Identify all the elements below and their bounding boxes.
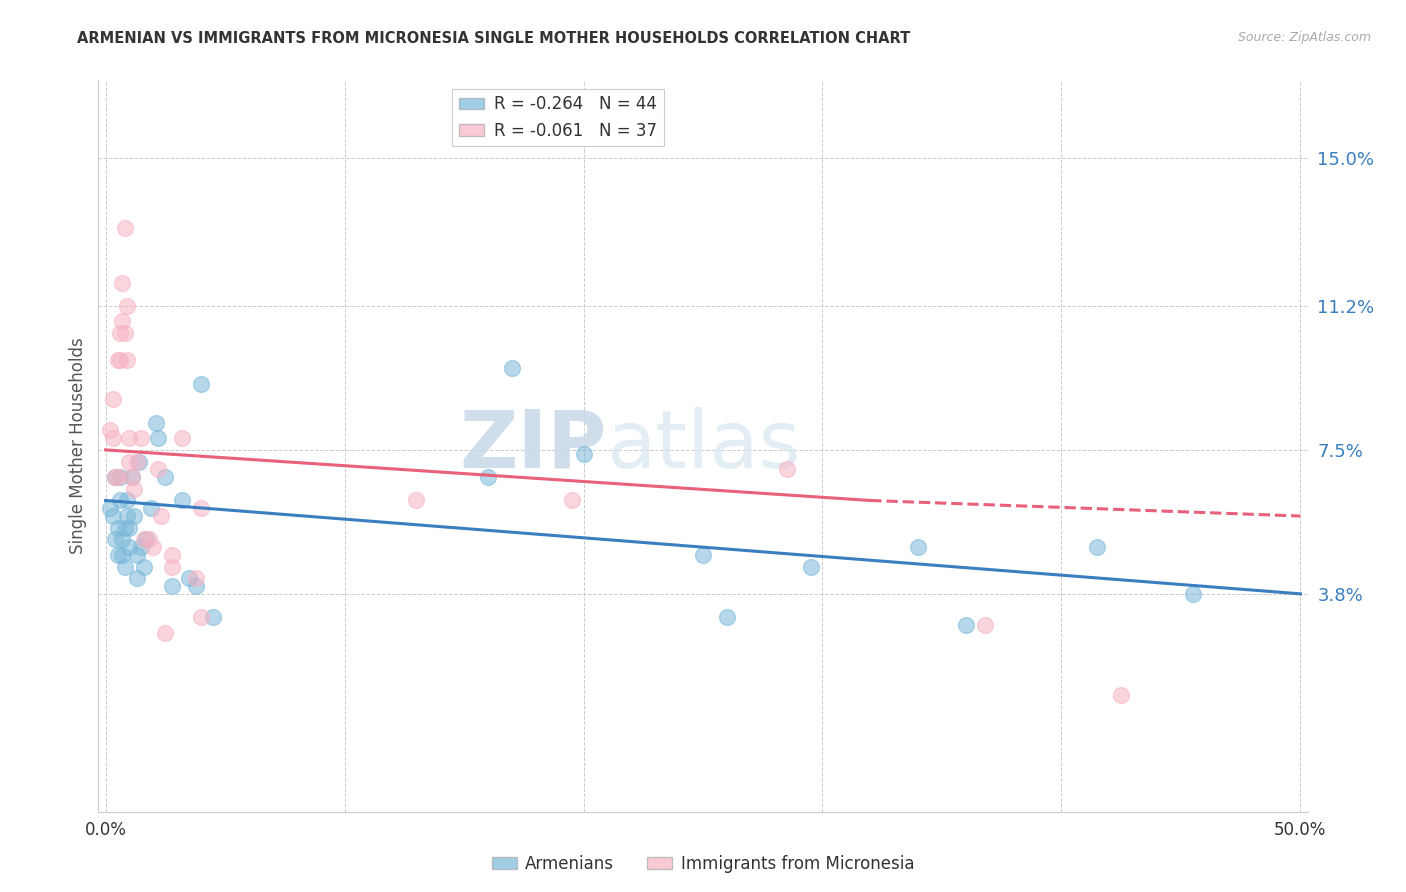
Point: [775, 462, 797, 476]
Legend: R = -0.264   N = 44, R = -0.061   N = 37: R = -0.264 N = 44, R = -0.061 N = 37: [453, 88, 664, 146]
Point: [572, 447, 595, 461]
Text: Source: ZipAtlas.com: Source: ZipAtlas.com: [1237, 31, 1371, 45]
Point: [799, 559, 821, 574]
Point: [202, 610, 225, 624]
Point: [114, 559, 136, 574]
Point: [162, 548, 184, 562]
Point: [716, 610, 738, 624]
Point: [501, 361, 523, 376]
Point: [115, 509, 138, 524]
Point: [108, 470, 131, 484]
Point: [186, 571, 208, 585]
Point: [125, 454, 148, 468]
Point: [145, 416, 167, 430]
Point: [405, 493, 427, 508]
Point: [107, 548, 129, 562]
Point: [186, 579, 208, 593]
Point: [104, 470, 127, 484]
Point: [118, 431, 141, 445]
Point: [108, 493, 131, 508]
Point: [132, 533, 155, 547]
Point: [108, 326, 131, 341]
Text: atlas: atlas: [606, 407, 800, 485]
Point: [190, 501, 212, 516]
Point: [1181, 587, 1204, 601]
Point: [115, 493, 138, 508]
Point: [114, 221, 136, 235]
Point: [135, 533, 157, 547]
Point: [111, 276, 134, 290]
Point: [139, 501, 162, 516]
Point: [907, 540, 929, 554]
Point: [107, 353, 129, 368]
Point: [122, 509, 145, 524]
Point: [955, 618, 977, 632]
Legend: Armenians, Immigrants from Micronesia: Armenians, Immigrants from Micronesia: [485, 848, 921, 880]
Point: [146, 431, 169, 445]
Text: ZIP: ZIP: [458, 407, 606, 485]
Point: [114, 326, 136, 341]
Point: [104, 470, 127, 484]
Point: [125, 571, 148, 585]
Point: [111, 548, 134, 562]
Point: [107, 470, 129, 484]
Point: [115, 299, 138, 313]
Point: [121, 470, 143, 484]
Point: [692, 548, 714, 562]
Point: [477, 470, 499, 484]
Point: [98, 501, 121, 516]
Point: [170, 493, 193, 508]
Point: [121, 470, 143, 484]
Point: [122, 482, 145, 496]
Point: [101, 509, 124, 524]
Y-axis label: Single Mother Households: Single Mother Households: [69, 338, 87, 554]
Point: [146, 462, 169, 476]
Point: [118, 521, 141, 535]
Point: [101, 431, 124, 445]
Point: [115, 353, 138, 368]
Point: [132, 559, 155, 574]
Point: [125, 548, 148, 562]
Point: [179, 571, 201, 585]
Point: [107, 521, 129, 535]
Point: [162, 559, 184, 574]
Point: [142, 540, 165, 554]
Point: [149, 509, 172, 524]
Point: [111, 533, 134, 547]
Point: [128, 454, 150, 468]
Point: [190, 610, 212, 624]
Point: [98, 424, 121, 438]
Point: [561, 493, 583, 508]
Point: [155, 625, 177, 640]
Point: [974, 618, 997, 632]
Point: [170, 431, 193, 445]
Point: [138, 533, 160, 547]
Point: [118, 454, 141, 468]
Point: [104, 533, 127, 547]
Point: [1085, 540, 1108, 554]
Point: [111, 314, 134, 328]
Point: [108, 353, 131, 368]
Point: [162, 579, 184, 593]
Point: [131, 431, 153, 445]
Point: [155, 470, 177, 484]
Point: [118, 540, 141, 554]
Point: [190, 376, 212, 391]
Text: ARMENIAN VS IMMIGRANTS FROM MICRONESIA SINGLE MOTHER HOUSEHOLDS CORRELATION CHAR: ARMENIAN VS IMMIGRANTS FROM MICRONESIA S…: [77, 31, 911, 46]
Point: [101, 392, 124, 407]
Point: [131, 540, 153, 554]
Point: [1109, 688, 1132, 702]
Point: [114, 521, 136, 535]
